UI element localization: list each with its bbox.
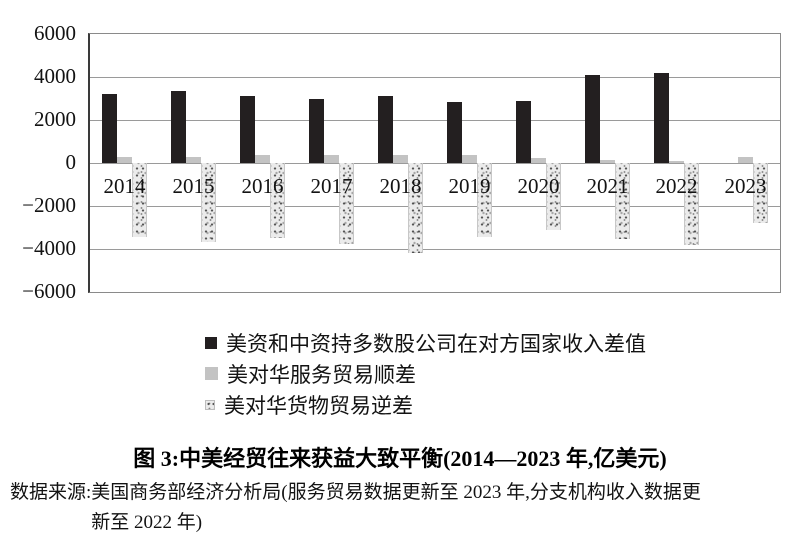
bar-goods-deficit-2023: [753, 163, 768, 224]
gridline-0: [90, 162, 780, 164]
data-source-line2: 新至 2022 年): [91, 512, 203, 533]
bar-income-diff-2015: [171, 90, 186, 163]
legend-item-goods-deficit: 美对华货物贸易逆差: [205, 393, 646, 418]
data-source-note: 数据来源: 美国商务部经济分析局(服务贸易数据更新至 2023 年,分支机构收入…: [10, 478, 792, 538]
legend-marker-black-icon: [205, 336, 217, 349]
gridline-2000: [90, 119, 780, 121]
x-axis-label-2018: 2018: [379, 174, 422, 198]
bar-services-surplus-2014: [117, 156, 132, 163]
bar-income-diff-2016: [240, 96, 255, 163]
x-axis-label-2021: 2021: [586, 174, 629, 198]
y-axis: 6000 4000 2000 0 −2000 −4000 −6000: [0, 0, 76, 312]
legend-label: 美资和中资持多数股公司在对方国家收入差值: [226, 331, 646, 356]
legend-label: 美对华服务贸易顺差: [227, 362, 416, 387]
bar-services-surplus-2015: [186, 156, 201, 163]
bar-income-diff-2022: [654, 72, 669, 163]
gridline-−4000: [90, 248, 780, 250]
bar-chart: 6000 4000 2000 0 −2000 −4000 −6000 2014 2015 201…: [0, 0, 781, 312]
bar-income-diff-2014: [102, 94, 117, 163]
bar-services-surplus-2017: [324, 154, 339, 163]
bar-income-diff-2021: [585, 74, 600, 163]
bar-goods-deficit-2022: [684, 163, 699, 246]
legend-item-income-diff: 美资和中资持多数股公司在对方国家收入差值: [205, 331, 646, 356]
bar-services-surplus-2019: [462, 154, 477, 163]
x-axis-label-2014: 2014: [103, 174, 146, 198]
bar-goods-deficit-2020: [546, 163, 561, 230]
gridline-−2000: [90, 205, 780, 207]
bar-income-diff-2019: [447, 101, 462, 163]
x-axis-label-2022: 2022: [655, 174, 698, 198]
x-axis-label-2015: 2015: [172, 174, 215, 198]
y-axis-label: −2000: [22, 193, 76, 217]
y-axis-label: 0: [65, 150, 77, 174]
legend-marker-gray-icon: [205, 367, 218, 380]
legend-marker-speckled-icon: [205, 399, 215, 410]
y-axis-label: −6000: [22, 279, 76, 303]
data-source-text: 美国商务部经济分析局(服务贸易数据更新至 2023 年,分支机构收入数据更 新至…: [91, 478, 792, 538]
bar-goods-deficit-2015: [201, 163, 216, 242]
y-axis-label: 6000: [34, 21, 76, 45]
x-axis-label-2019: 2019: [448, 174, 491, 198]
bar-goods-deficit-2019: [477, 163, 492, 238]
legend-item-services-surplus: 美对华服务贸易顺差: [205, 362, 646, 387]
bar-services-surplus-2022: [669, 160, 684, 163]
bar-services-surplus-2016: [255, 155, 270, 163]
legend-label: 美对华货物贸易逆差: [224, 393, 413, 418]
bar-goods-deficit-2021: [615, 163, 630, 240]
gridline-4000: [90, 76, 780, 78]
y-axis-label: −4000: [22, 236, 76, 260]
data-source-label: 数据来源:: [10, 482, 92, 503]
bar-income-diff-2020: [516, 101, 531, 163]
bar-services-surplus-2020: [531, 157, 546, 163]
x-axis-label-2016: 2016: [241, 174, 284, 198]
y-axis-label: 2000: [34, 107, 76, 131]
x-axis-label-2017: 2017: [310, 174, 353, 198]
data-source-line1: 美国商务部经济分析局(服务贸易数据更新至 2023 年,分支机构收入数据更: [91, 482, 701, 503]
plot-area: 2014 2015 2016 2017 2018 2019 2020 2021 2022 2023: [88, 33, 781, 293]
bar-income-diff-2017: [309, 98, 324, 163]
x-axis-label-2023: 2023: [724, 174, 767, 198]
bar-income-diff-2018: [378, 96, 393, 163]
legend: 美资和中资持多数股公司在对方国家收入差值 美对华服务贸易顺差 美对华货物贸易逆差: [205, 331, 646, 424]
bar-goods-deficit-2016: [270, 163, 285, 238]
y-axis-label: 4000: [34, 64, 76, 88]
bar-goods-deficit-2018: [408, 163, 423, 253]
x-axis-label-2020: 2020: [517, 174, 560, 198]
bar-services-surplus-2021: [600, 159, 615, 163]
bar-services-surplus-2023: [738, 157, 753, 163]
bar-goods-deficit-2017: [339, 163, 354, 244]
bar-services-surplus-2018: [393, 154, 408, 163]
figure-caption: 图 3:中美经贸往来获益大致平衡(2014—2023 年,亿美元): [133, 446, 667, 471]
bar-goods-deficit-2014: [132, 163, 147, 237]
